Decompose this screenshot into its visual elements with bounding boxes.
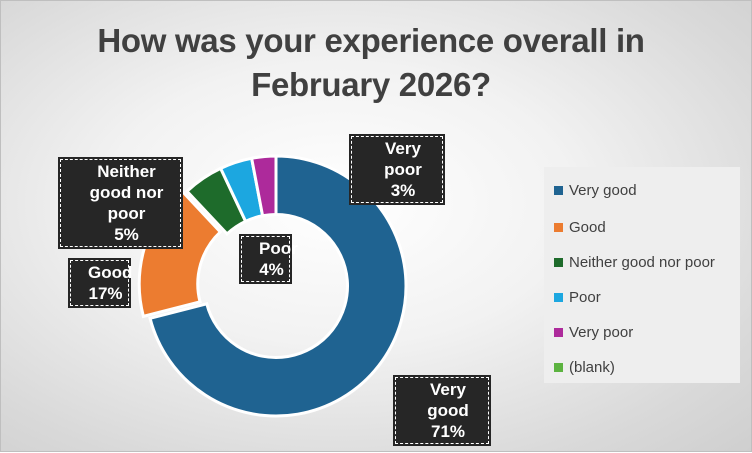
data-label-name: Good [88,263,133,282]
legend-item-poor[interactable]: Poor [554,288,601,308]
legend: Very good Good Neither good nor poor Poo… [544,167,740,383]
legend-label: Very poor [569,324,634,341]
data-label-name: Poor [259,239,298,258]
legend-swatch [554,362,563,372]
legend-swatch [554,292,563,302]
legend-item-good[interactable]: Good [554,218,606,238]
legend-item-blank[interactable]: (blank) [554,358,615,378]
donut-slice-very-poor[interactable] [249,154,278,218]
data-label-value: 4% [259,260,284,279]
data-label-poor: Poor 4% [239,234,298,284]
data-label-name: Very poor [384,139,422,179]
legend-label: Good [569,219,606,236]
legend-label: Very good [569,182,637,199]
data-label-value: 71% [430,422,466,441]
legend-swatch [554,257,563,267]
data-label-good: Good 17% [68,258,133,308]
data-label-value: 17% [88,284,123,303]
legend-swatch [554,222,563,232]
data-label-name: Very good [427,380,469,420]
data-label-very-good: Very good 71% [393,375,491,446]
legend-swatch [554,327,563,337]
legend-item-very-poor[interactable]: Very poor [554,323,633,343]
data-label-very-poor: Very poor 3% [349,134,445,205]
data-label-name: Neither good nor poor [89,162,164,223]
legend-label: Neither good nor poor [569,254,715,271]
data-label-neither-good-nor-poor: Neither good nor poor 5% [58,157,183,249]
legend-label: (blank) [569,359,615,376]
donut-slice-very-good[interactable] [148,154,408,418]
data-label-value: 5% [114,225,139,244]
data-label-value: 3% [390,181,416,200]
legend-label: Poor [569,289,601,306]
legend-swatch [554,185,563,195]
legend-item-neither-good-nor-poor[interactable]: Neither good nor poor [554,253,715,273]
legend-item-very-good[interactable]: Very good [554,181,637,201]
chart-title: How was your experience overall in Febru… [97,22,645,103]
